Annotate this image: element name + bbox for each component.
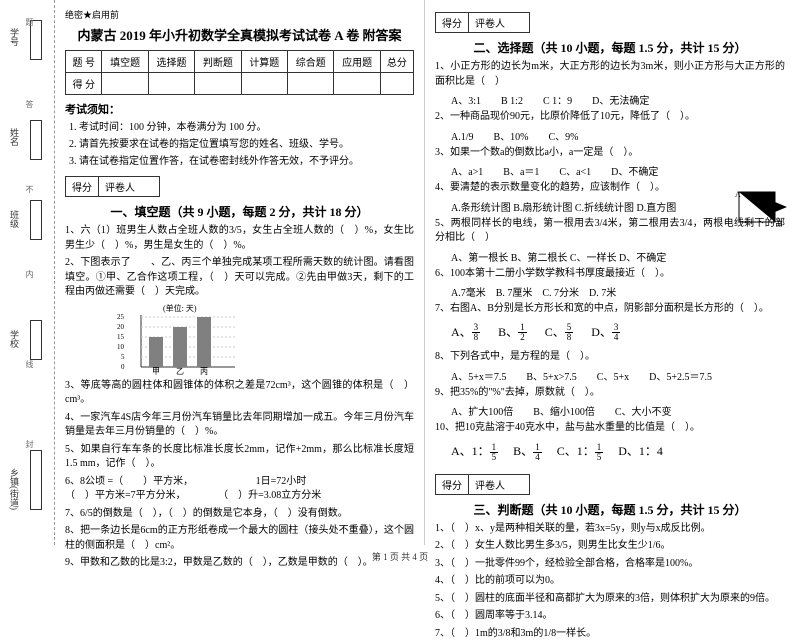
- grader-label: 评卷人: [469, 475, 529, 494]
- seal-word: 封: [24, 440, 35, 448]
- score-table: 题 号 填空题 选择题 判断题 计算题 综合题 应用题 总分 得 分: [65, 50, 414, 95]
- options: A、a>1 B、a＝1 C、a<1 D、不确定: [451, 163, 785, 178]
- bar: [197, 317, 211, 367]
- binding-box: [30, 320, 42, 360]
- binding-margin: 学号 姓名 班级 学校 乡镇(街道) 题 答 不 内 线 封: [0, 0, 55, 545]
- th: 选择题: [148, 51, 194, 73]
- th: 判断题: [195, 51, 241, 73]
- seal-word: 内: [24, 270, 35, 278]
- question: 3、如果一个数a的倒数比a小，a一定是（ ）。: [435, 146, 785, 161]
- seal-word: 答: [24, 100, 35, 108]
- svg-text:15: 15: [117, 333, 125, 341]
- question: 7、6/5的倒数是（ ），（ ）的倒数是它本身，（ ）没有倒数。: [65, 507, 414, 522]
- svg-text:10: 10: [117, 343, 125, 351]
- svg-text:5: 5: [121, 353, 125, 361]
- options: A、5+x＝7.5 B、5+x>7.5 C、5+x D、5+2.5＝7.5: [451, 368, 785, 383]
- question: 7、（ ）1m的3/8和3m的1/8一样长。: [435, 627, 785, 641]
- question: 1、（ ）x、y是两种相关联的量，若3x=5y，则y与x成反比例。: [435, 522, 785, 537]
- options: A、第一根长 B、第二根长 C、一样长 D、不确定: [451, 249, 785, 264]
- binding-label: 学号: [8, 28, 21, 46]
- question: 2、下图表示了 、乙、丙三个单独完成某项工程所需天数的统计图。请看图填空。①甲、…: [65, 256, 414, 300]
- question: 8、把一条边长是6cm的正方形纸卷成一个最大的圆柱（接头处不重叠），这个圆柱的侧…: [65, 524, 414, 553]
- svg-text:乙: 乙: [176, 367, 184, 375]
- question: 7、右图A、B分别是长方形长和宽的中点，阴影部分面积是长方形的（ ）。: [435, 302, 785, 317]
- svg-text:丙: 丙: [200, 367, 208, 375]
- binding-box: [30, 20, 42, 60]
- notice-item: 请在试卷指定位置作答，在试卷密封线外作答无效，不予评分。: [79, 155, 414, 169]
- bar-chart: (单位: 天) 25 20 15 10 5 0: [115, 303, 414, 375]
- notice-item: 请首先按要求在试卷的指定位置填写您的姓名、班级、学号。: [79, 138, 414, 152]
- bar: [173, 327, 187, 367]
- section-heading: 三、判断题（共 10 小题，每题 1.5 分，共计 15 分）: [435, 501, 785, 518]
- question: 6、（ ）圆周率等于3.14。: [435, 609, 785, 624]
- question: 4、要清楚的表示数量变化的趋势，应该制作（ ）。: [435, 181, 785, 196]
- question: 10、把10克盐溶于40克水中，盐与盐水重量的比值是（ ）。: [435, 421, 785, 436]
- svg-text:25: 25: [117, 313, 125, 321]
- svg-text:20: 20: [117, 323, 125, 331]
- question: 2、一种商品现价90元，比原价降低了10元，降低了（ ）。: [435, 110, 785, 125]
- section-heading: 一、填空题（共 9 小题，每题 2 分，共计 18 分）: [65, 203, 414, 220]
- question: 5、两根同样长的电线，第一根用去3/4米，第二根用去3/4，两根电线剩下的部分相…: [435, 217, 785, 246]
- notice-item: 考试时间：100 分钟，本卷满分为 100 分。: [79, 121, 414, 135]
- question: 1、六（1）班男生人数占全班人数的3/5，女生占全班人数的（ ）%，女生比男生少…: [65, 224, 414, 253]
- binding-label: 学校: [8, 330, 21, 348]
- options: A、3:1 B 1:2 C 1：9 D、无法确定: [451, 92, 785, 107]
- options: A、扩大100倍 B、缩小100倍 C、大小不变: [451, 403, 785, 418]
- question: 4、（ ）比的前项可以为0。: [435, 574, 785, 589]
- section-heading: 二、选择题（共 10 小题，每题 1.5 分，共计 15 分）: [435, 39, 785, 56]
- notice-heading: 考试须知：: [65, 101, 414, 117]
- binding-label: 班级: [8, 210, 21, 228]
- question: 1、小正方形的边长为m米，大正方形的边长为3m米，则小正方形与大正方形的面积比是…: [435, 60, 785, 89]
- question: 5、（ ）圆柱的底面半径和高都扩大为原来的3倍，则体积扩大为原来的9倍。: [435, 592, 785, 607]
- th: 题 号: [66, 51, 102, 73]
- options: A、38 B、12 C、58 D、34: [451, 323, 785, 343]
- shaded-figure: A B: [735, 188, 787, 228]
- question: 5、如果自行车车条的长度比标准长度长2mm，记作+2mm，那么比标准长度短1.5…: [65, 443, 414, 472]
- th: 计算题: [241, 51, 287, 73]
- binding-label: 乡镇(街道): [8, 468, 21, 510]
- seal-word: 线: [24, 360, 35, 368]
- question: 9、把35%的"%"去掉，原数就（ ）。: [435, 386, 785, 401]
- score-box: 得分 评卷人: [435, 12, 530, 33]
- options: A.7毫米 B. 7厘米 C. 7分米 D. 7米: [451, 284, 785, 299]
- td-label: 得 分: [66, 73, 102, 95]
- grader-label: 评卷人: [469, 13, 529, 32]
- score-label: 得分: [436, 475, 469, 494]
- grader-label: 评卷人: [99, 177, 159, 196]
- th: 总分: [380, 51, 413, 73]
- question: 4、一家汽车4S店今年三月份汽车销量比去年同期增加一成五。今年三月份汽车销量是去…: [65, 411, 414, 440]
- svg-text:A: A: [735, 190, 741, 199]
- binding-label: 姓名: [8, 128, 21, 146]
- options: A.1/9 B、10% C、9%: [451, 128, 785, 143]
- binding-box: [30, 200, 42, 240]
- column-left: 绝密★启用前 内蒙古 2019 年小升初数学全真模拟考试试卷 A 卷 附答案 题…: [55, 0, 425, 545]
- question: 8、下列各式中，是方程的是（ ）。: [435, 350, 785, 365]
- question: 6、8公顷 =（ ）平方米， 1日=72小时 （ ）平方米=7平方分米， （ ）…: [65, 475, 414, 504]
- th: 应用题: [334, 51, 380, 73]
- seal-word: 题: [24, 18, 35, 26]
- svg-text:0: 0: [121, 363, 125, 371]
- question: 6、100本第十二册小学数学教科书厚度最接近（ ）。: [435, 267, 785, 282]
- binding-box: [30, 450, 42, 510]
- svg-text:甲: 甲: [152, 367, 160, 375]
- question: 3、等底等高的圆柱体和圆锥体的体积之差是72cm³，这个圆锥的体积是（ ）cm³…: [65, 379, 414, 408]
- bar-chart-svg: (单位: 天) 25 20 15 10 5 0: [115, 303, 245, 375]
- th: 综合题: [288, 51, 334, 73]
- score-label: 得分: [66, 177, 99, 196]
- th: 填空题: [102, 51, 148, 73]
- score-box: 得分 评卷人: [65, 176, 160, 197]
- svg-text:B: B: [777, 219, 782, 228]
- page-footer: 第 1 页 共 4 页: [0, 550, 800, 563]
- score-box: 得分 评卷人: [435, 474, 530, 495]
- options: A、1：15 B、14 C、1：15 D、1：4: [451, 442, 785, 462]
- column-right: 得分 评卷人 二、选择题（共 10 小题，每题 1.5 分，共计 15 分） 1…: [425, 0, 795, 545]
- chart-ylabel: (单位: 天): [163, 303, 197, 313]
- exam-title: 内蒙古 2019 年小升初数学全真模拟考试试卷 A 卷 附答案: [65, 25, 414, 44]
- secret-label: 绝密★启用前: [65, 8, 414, 21]
- binding-box: [30, 120, 42, 160]
- score-label: 得分: [436, 13, 469, 32]
- seal-word: 不: [24, 185, 35, 193]
- notice-list: 考试时间：100 分钟，本卷满分为 100 分。 请首先按要求在试卷的指定位置填…: [65, 121, 414, 169]
- bar: [149, 337, 163, 367]
